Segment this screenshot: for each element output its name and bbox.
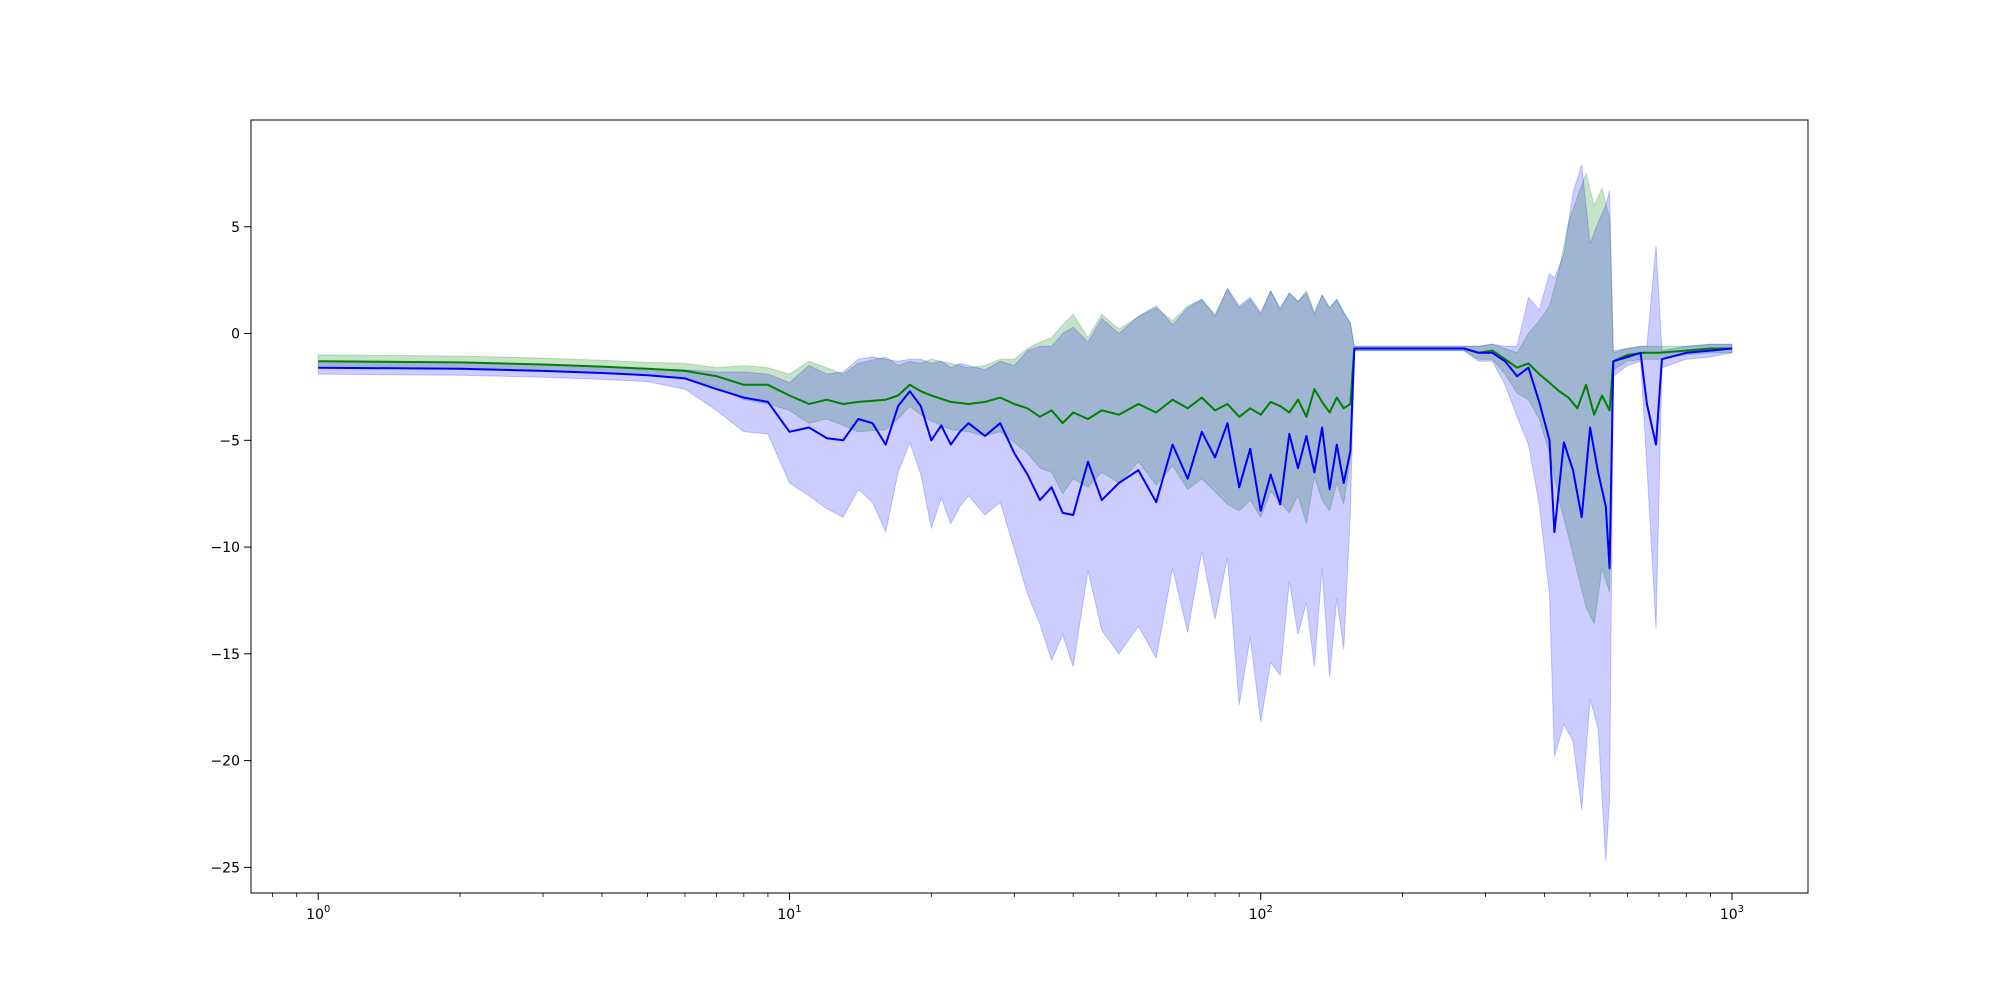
y-tick-label: −10 [210, 540, 240, 556]
series-1-line [318, 347, 1732, 425]
y-axis: 5 0 −5 −10 −15 −20 −25 [210, 220, 251, 876]
y-tick-label: 0 [231, 327, 240, 343]
series-2-line [318, 347, 1733, 570]
y-tick-label: −25 [210, 860, 240, 876]
series-2-band [317, 164, 1733, 862]
series-1-band [317, 171, 1733, 626]
x-tick-exponent: 3 [1738, 904, 1744, 915]
plot-area-frame [250, 119, 1809, 894]
x-tick-exponent: 0 [324, 904, 330, 915]
confidence-bands [317, 164, 1733, 862]
y-tick-label: 5 [231, 220, 240, 236]
y-tick-label: −5 [219, 433, 240, 449]
y-tick-label: −20 [210, 754, 240, 770]
y-tick-label: −15 [210, 647, 240, 663]
series-lines [318, 347, 1733, 570]
x-tick-exponent: 2 [1266, 904, 1272, 915]
x-tick-exponent: 1 [795, 904, 801, 915]
